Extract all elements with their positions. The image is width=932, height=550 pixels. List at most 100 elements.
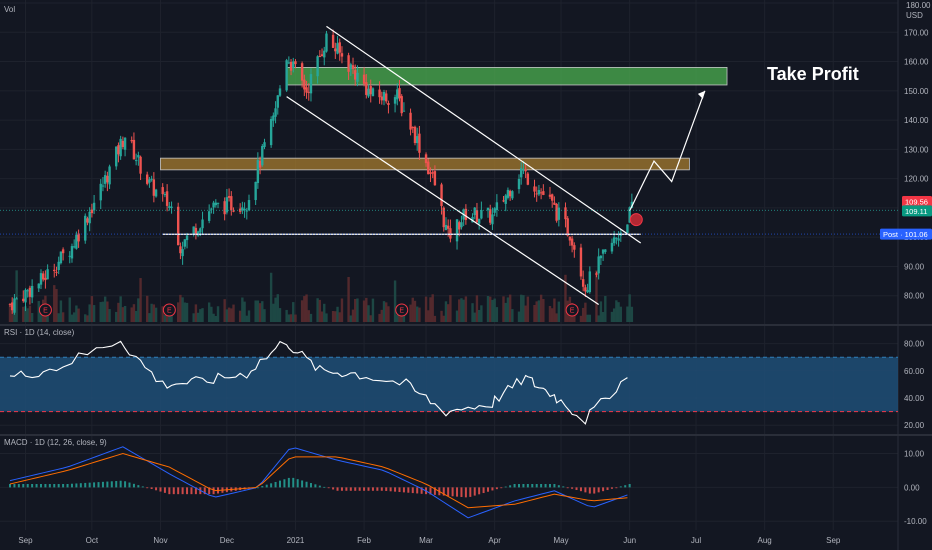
rsi-tick-label: 60.00 <box>904 367 925 376</box>
candle-body <box>398 88 401 99</box>
volume-bar <box>61 312 65 322</box>
candle-body <box>307 91 310 93</box>
macd-histogram-bar <box>562 486 565 488</box>
candle-body <box>207 211 211 221</box>
macd-tick-label: 0.00 <box>904 483 920 492</box>
candle-body <box>460 222 463 228</box>
earnings-marker-icon <box>162 303 176 317</box>
volume-bar <box>103 296 107 322</box>
macd-histogram-bar <box>106 481 109 488</box>
volume-bar <box>442 315 445 322</box>
volume-bar <box>418 307 421 322</box>
macd-histogram-bar <box>367 487 370 491</box>
macd-histogram-bar <box>385 487 388 491</box>
candle-body <box>309 74 313 94</box>
candle-body <box>617 238 620 241</box>
candle-body <box>300 63 304 81</box>
candle-body <box>475 210 479 222</box>
macd-histogram-bar <box>194 487 197 495</box>
volume-bar <box>230 308 233 322</box>
volume-bar <box>378 313 381 322</box>
candle-body <box>137 155 140 158</box>
volume-bar <box>37 301 40 322</box>
macd-histogram-bar <box>159 487 162 492</box>
volume-bar <box>504 302 507 322</box>
volume-bar <box>225 309 229 322</box>
price-tag <box>880 228 932 240</box>
volume-bar <box>429 297 432 322</box>
rsi-line <box>9 340 628 425</box>
macd-histogram-bar <box>261 486 264 488</box>
candle-body <box>615 237 618 239</box>
volume-bar <box>11 309 14 322</box>
volume-label: Vol <box>4 5 15 14</box>
candle-body <box>68 255 71 257</box>
candle-body <box>378 89 381 98</box>
volume-bar <box>309 313 313 322</box>
volume-bar <box>181 297 184 322</box>
macd-histogram-bar <box>181 487 184 495</box>
volume-bar <box>371 298 375 322</box>
volume-bar <box>185 302 189 322</box>
macd-histogram-bar <box>265 484 268 488</box>
price-tick-label: 180.00 <box>906 1 931 10</box>
macd-histogram-bar <box>141 486 144 488</box>
candle-body <box>356 72 359 82</box>
volume-bar <box>106 301 109 322</box>
macd-histogram-bar <box>394 487 397 492</box>
macd-histogram-bar <box>323 486 326 488</box>
candle-body <box>400 96 403 114</box>
macd-histogram-bar <box>420 487 423 494</box>
candle-body <box>535 193 538 195</box>
earnings-marker-label: E <box>399 308 404 315</box>
volume-bar <box>152 304 156 322</box>
volume-bar <box>77 308 80 322</box>
volume-bar <box>581 307 585 322</box>
volume-bar <box>318 299 322 322</box>
macd-histogram-bar <box>575 487 578 490</box>
volume-bar <box>294 314 297 322</box>
candle-body <box>90 209 94 214</box>
candle-body <box>170 206 173 208</box>
candle-body <box>411 127 414 129</box>
macd-histogram-bar <box>602 487 605 492</box>
macd-histogram-bar <box>522 484 525 488</box>
macd-histogram-bar <box>579 487 582 492</box>
macd-histogram-bar <box>314 484 317 488</box>
candle-body <box>258 161 262 168</box>
volume-bar <box>146 295 149 322</box>
candle-body <box>495 202 499 211</box>
macd-histogram-bar <box>624 485 627 488</box>
candle-body <box>331 34 335 48</box>
x-tick-label: Mar <box>419 536 433 545</box>
volume-bar <box>92 305 96 322</box>
volume-bar <box>238 310 242 322</box>
candle-body <box>30 285 34 298</box>
macd-histogram-bar <box>345 487 348 491</box>
candle-body <box>464 208 468 220</box>
volume-bar <box>320 311 324 322</box>
volume-bar <box>210 306 213 322</box>
candle-body <box>409 112 412 130</box>
x-axis: Sep Oct Nov Dec 2021 Feb Mar Apr May Jun Jul Aug Sep <box>18 536 841 545</box>
candle-body <box>103 175 107 184</box>
volume-bar <box>380 309 383 322</box>
volume-bar <box>163 314 167 322</box>
volume-bar <box>274 297 277 322</box>
x-tick-label: Oct <box>86 536 99 545</box>
candle-body <box>502 200 505 202</box>
earnings-marker-label: E <box>43 308 48 315</box>
candle-body <box>84 215 87 241</box>
volume-bar <box>247 310 251 322</box>
volume-bar <box>276 294 279 322</box>
x-tick-label: Feb <box>357 536 371 545</box>
volume-bar <box>628 294 631 322</box>
candle-body <box>415 136 419 144</box>
volume-bar <box>137 298 140 322</box>
candle-body <box>349 64 353 70</box>
candle-body <box>599 255 603 259</box>
macd-histogram-bar <box>79 483 82 488</box>
macd-histogram-bar <box>35 484 38 488</box>
macd-histogram-bar <box>17 484 20 488</box>
x-tick-label: Apr <box>488 536 501 545</box>
